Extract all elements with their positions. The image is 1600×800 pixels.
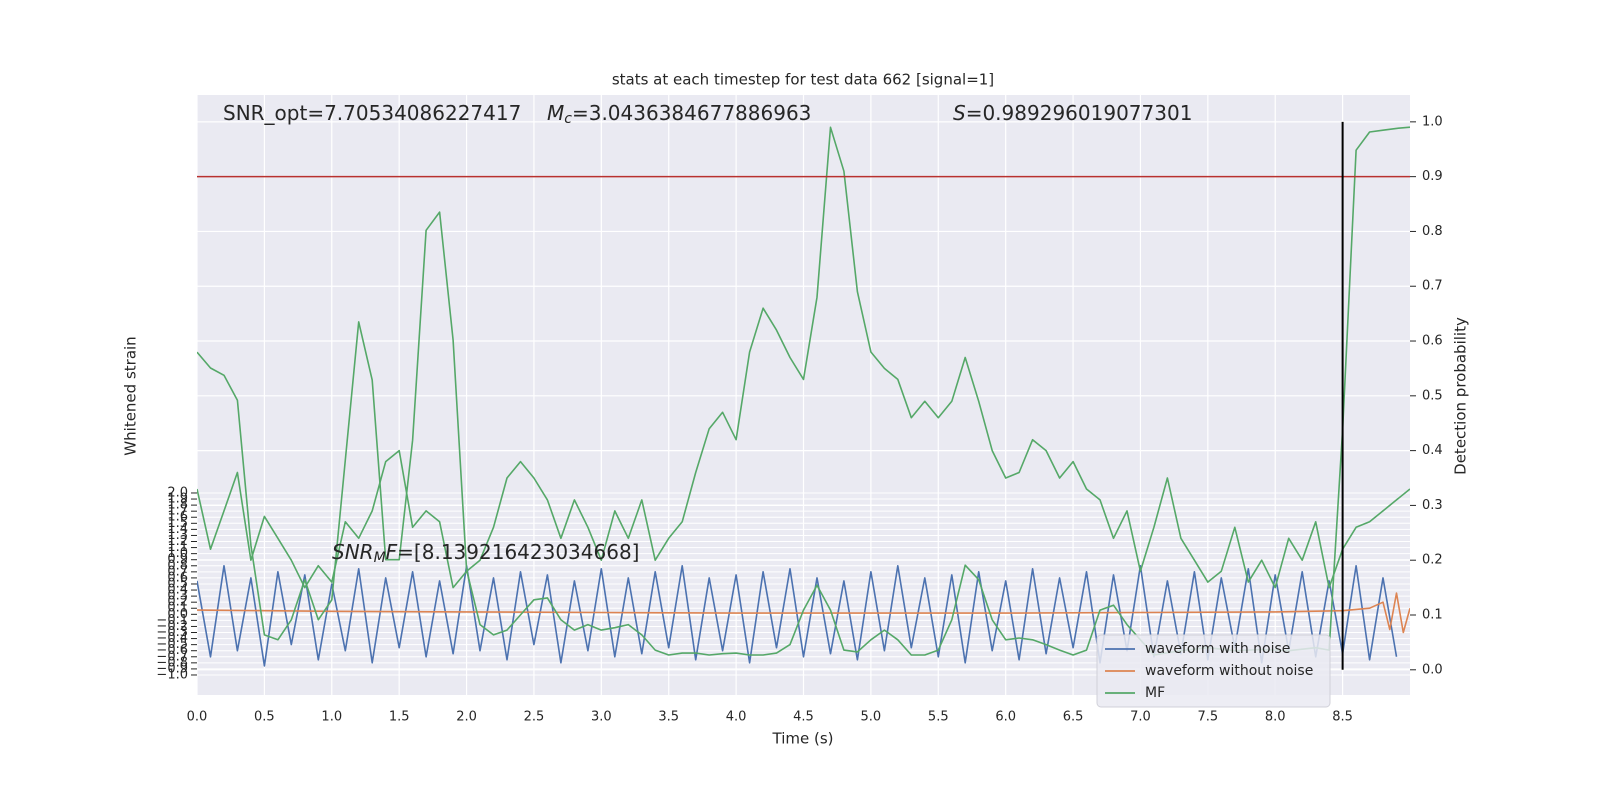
y-tick-label: −0.9 bbox=[156, 661, 188, 676]
x-tick-label: 7.5 bbox=[1197, 710, 1218, 725]
x-tick-label: 3.5 bbox=[658, 710, 679, 725]
x-tick-label: 6.0 bbox=[995, 710, 1016, 725]
y2-tick-label: 0.2 bbox=[1422, 553, 1443, 568]
y-tick-label: 2.0 bbox=[167, 485, 188, 500]
x-tick-label: 5.0 bbox=[861, 710, 882, 725]
y-tick-label: −0.3 bbox=[156, 625, 188, 640]
y-tick-label: 1.7 bbox=[167, 504, 188, 519]
annotation-part: S bbox=[953, 101, 966, 125]
y-tick-label: 0.4 bbox=[167, 583, 188, 598]
y-tick-label: 1.4 bbox=[167, 522, 188, 537]
y2-tick-label: 0.8 bbox=[1422, 224, 1443, 239]
legend-box bbox=[1096, 634, 1331, 708]
y-tick-label: 0.7 bbox=[167, 564, 188, 579]
y2-tick-label: 0.9 bbox=[1422, 169, 1443, 184]
y-axis-label: Whitened strain bbox=[122, 336, 140, 455]
annotation-part: M bbox=[374, 550, 386, 566]
annotation-part: =[8.139216423034668] bbox=[397, 540, 639, 564]
y-tick-label: −0.5 bbox=[156, 637, 188, 652]
legend-label: MF bbox=[1145, 685, 1165, 701]
y-tick-label: −0.7 bbox=[156, 649, 188, 664]
y-tick-label: 0.2 bbox=[167, 595, 188, 610]
legend-label: waveform without noise bbox=[1145, 663, 1313, 679]
y2-tick-label: 0.0 bbox=[1422, 662, 1443, 677]
labels-layer: 0.0 0.5 1.0 1.5 2.0 2.5 3.0 3.5 4.0 4.5 5.0 5.5 6.0 6… bbox=[156, 101, 1442, 725]
x-tick-label: 8.5 bbox=[1332, 710, 1353, 725]
x-tick-label: 3.0 bbox=[591, 710, 612, 725]
y-tick-label: 0.1 bbox=[167, 601, 188, 616]
chart-title: stats at each timestep for test data 662… bbox=[612, 71, 994, 89]
x-tick-label: 2.5 bbox=[524, 710, 545, 725]
y-tick-label: −0.6 bbox=[156, 643, 188, 658]
y-tick-label: 1.5 bbox=[167, 516, 188, 531]
annotation: SNRMF=[8.139216423034668] bbox=[332, 540, 640, 567]
annotation: S=0.989296019077301 bbox=[953, 101, 1192, 125]
y2-tick-label: 0.6 bbox=[1422, 334, 1443, 349]
y2-tick-label: 0.5 bbox=[1422, 388, 1443, 403]
annotation-part: SNR_opt=7.70534086227417 bbox=[223, 101, 521, 125]
annotation-part: F bbox=[386, 540, 398, 564]
x-tick-label: 4.0 bbox=[726, 710, 747, 725]
y2-tick-label: 0.3 bbox=[1422, 498, 1443, 513]
y-tick-label: 1.0 bbox=[167, 546, 188, 561]
y2-tick-label: 1.0 bbox=[1422, 114, 1443, 129]
y2-tick-label: 0.7 bbox=[1422, 279, 1443, 294]
y-tick-label: −0.4 bbox=[156, 631, 188, 646]
x-tick-label: 1.0 bbox=[321, 710, 342, 725]
x-tick-label: 4.5 bbox=[793, 710, 814, 725]
x-axis-label: Time (s) bbox=[772, 730, 834, 748]
annotation-part: M bbox=[547, 101, 564, 125]
y-tick-label: 0.8 bbox=[167, 558, 188, 573]
annotation-part: =0.989296019077301 bbox=[966, 101, 1193, 125]
annotation-part: c bbox=[564, 111, 572, 127]
y-tick-label: 1.6 bbox=[167, 510, 188, 525]
y-tick-label: 1.3 bbox=[167, 528, 188, 543]
y-tick-label: −1.0 bbox=[156, 667, 188, 682]
y-tick-label: −0.2 bbox=[156, 619, 188, 634]
y2-tick-label: 0.1 bbox=[1422, 608, 1443, 623]
y2-axis-label: Detection probability bbox=[1452, 317, 1470, 475]
legend: waveform with noise waveform without nois… bbox=[1096, 634, 1331, 708]
x-tick-label: 7.0 bbox=[1130, 710, 1151, 725]
x-tick-label: 0.0 bbox=[187, 710, 208, 725]
series-layer bbox=[197, 121, 1410, 670]
y-tick-label: −0.8 bbox=[156, 655, 188, 670]
x-tick-label: 8.0 bbox=[1265, 710, 1286, 725]
y-tick-label: 1.1 bbox=[167, 540, 188, 555]
series-line bbox=[197, 126, 1410, 589]
y-tick-label: 1.8 bbox=[167, 498, 188, 513]
annotation-part: SNR bbox=[332, 540, 374, 564]
annotation: Mc=3.0436384677886963 bbox=[547, 101, 811, 128]
x-tick-label: 5.5 bbox=[928, 710, 949, 725]
annotation-part: =3.0436384677886963 bbox=[572, 101, 811, 125]
y-tick-label: 0.0 bbox=[167, 607, 188, 622]
legend-label: waveform with noise bbox=[1145, 641, 1290, 657]
x-tick-label: 1.5 bbox=[389, 710, 410, 725]
y-tick-label: 1.9 bbox=[167, 492, 188, 507]
y-tick-label: 0.6 bbox=[167, 570, 188, 585]
x-tick-label: 0.5 bbox=[254, 710, 275, 725]
series-line bbox=[197, 592, 1410, 634]
y-tick-label: 0.9 bbox=[167, 552, 188, 567]
x-tick-label: 2.0 bbox=[456, 710, 477, 725]
y-tick-label: 0.3 bbox=[167, 589, 188, 604]
y-tick-label: −0.1 bbox=[156, 613, 188, 628]
y-tick-label: 0.5 bbox=[167, 576, 188, 591]
annotation: SNR_opt=7.70534086227417 bbox=[223, 101, 521, 125]
y-tick-label: 1.2 bbox=[167, 534, 188, 549]
x-tick-label: 6.5 bbox=[1063, 710, 1084, 725]
y2-tick-label: 0.4 bbox=[1422, 443, 1443, 458]
